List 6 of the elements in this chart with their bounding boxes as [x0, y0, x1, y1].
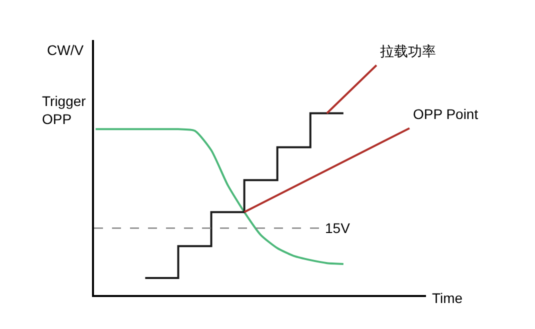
series-label: 拉载功率 [380, 43, 436, 59]
y-axis-title: CW/V [47, 42, 84, 58]
text: Trigger OPP [42, 93, 86, 128]
ref-line-label: 15V [325, 220, 351, 236]
x-axis-title: Time [432, 290, 463, 306]
series-label: OPP Point [413, 106, 478, 122]
